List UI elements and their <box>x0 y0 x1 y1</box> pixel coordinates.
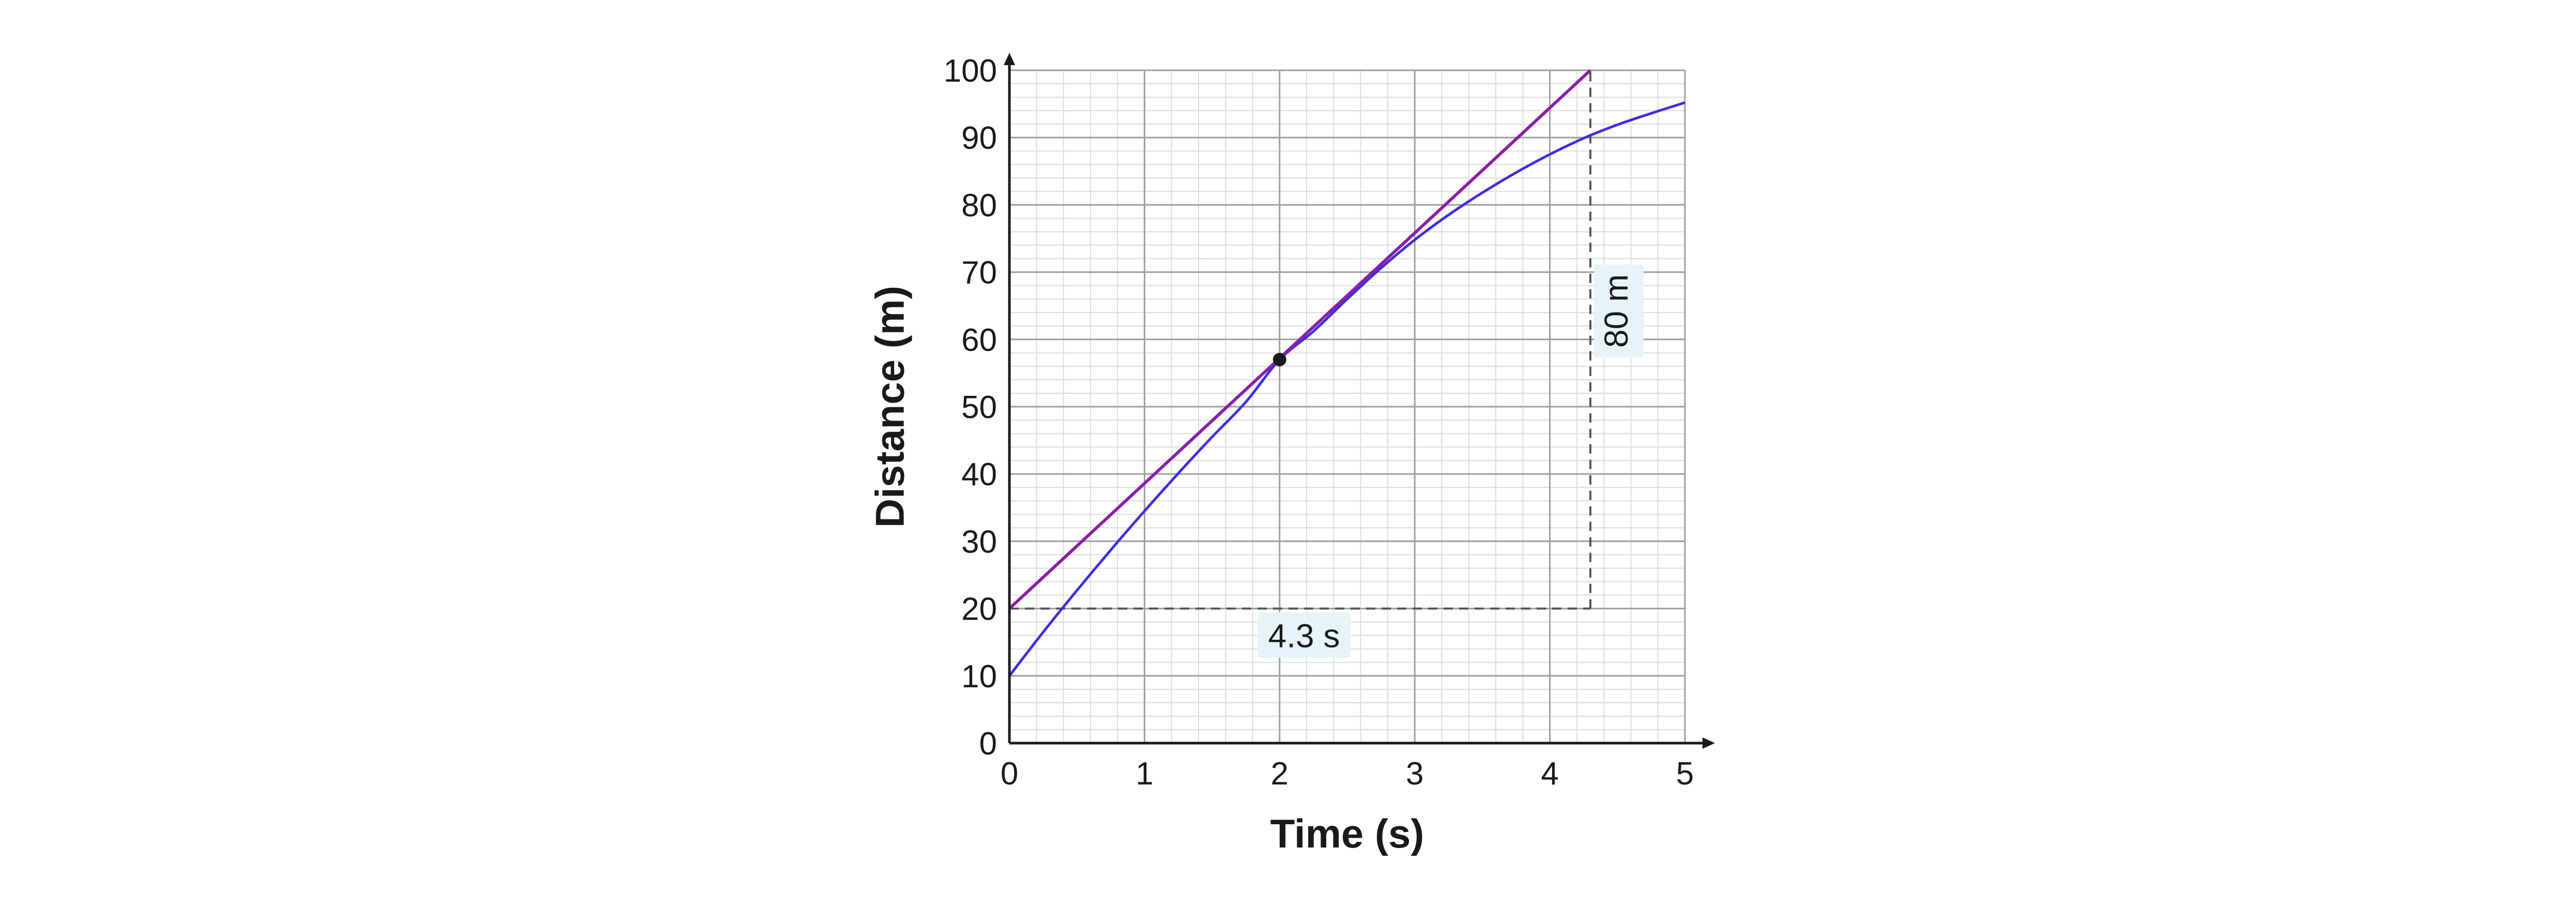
x-tick-labels: 0 1 2 3 4 5 <box>1001 756 1694 792</box>
y-tick-label: 30 <box>961 524 997 560</box>
run-label-box <box>1258 612 1351 658</box>
annotations: 4.3 s 80 m <box>1258 264 1644 658</box>
x-axis-arrow-icon <box>1703 737 1715 749</box>
x-tick-label: 4 <box>1541 756 1558 792</box>
x-tick-label: 0 <box>1001 756 1018 792</box>
data-series <box>1008 69 1685 677</box>
y-tick-label: 70 <box>961 255 997 291</box>
x-axis-title: Time (s) <box>1270 811 1424 856</box>
y-tick-label: 50 <box>961 390 997 425</box>
rise-label-box <box>1594 264 1644 358</box>
y-tick-label: 100 <box>944 53 997 89</box>
distance-curve <box>1008 101 1685 677</box>
y-tick-label: 0 <box>979 726 997 762</box>
rise-label: 80 m <box>1598 274 1635 348</box>
run-label: 4.3 s <box>1268 618 1340 655</box>
x-tick-label: 3 <box>1406 756 1423 792</box>
y-axis-arrow-icon <box>1004 53 1015 65</box>
y-tick-label: 60 <box>961 322 997 358</box>
y-tick-label: 80 <box>961 188 997 223</box>
axes <box>1004 53 1715 749</box>
guide-lines <box>1009 70 1592 610</box>
y-axis-title: Distance (m) <box>867 286 913 528</box>
y-tick-label: 90 <box>961 120 997 156</box>
y-tick-label: 20 <box>961 592 997 627</box>
tangent-point <box>1272 352 1286 366</box>
x-tick-label: 1 <box>1136 756 1153 792</box>
y-tick-labels: 0 10 20 30 40 50 60 70 80 90 100 <box>944 53 997 762</box>
tangent-line <box>1008 69 1592 610</box>
y-tick-label: 10 <box>961 659 997 695</box>
x-tick-label: 2 <box>1271 756 1289 792</box>
x-tick-label: 5 <box>1676 756 1694 792</box>
y-tick-label: 40 <box>961 457 997 492</box>
